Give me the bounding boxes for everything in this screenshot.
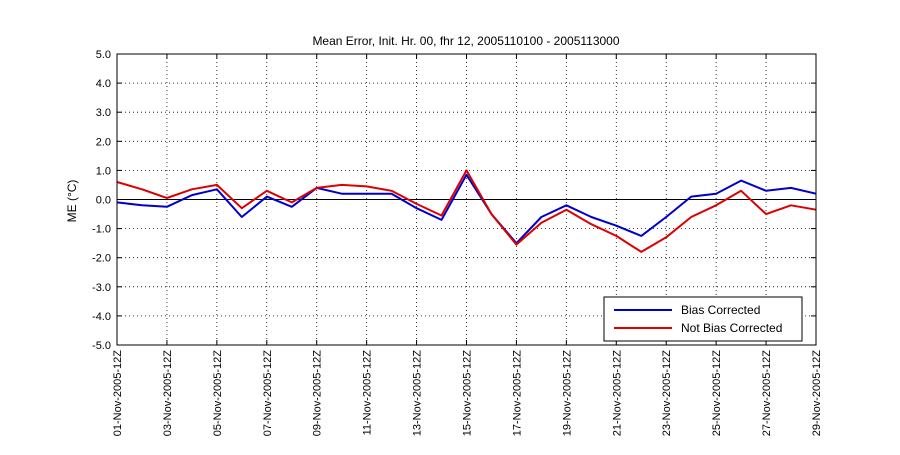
x-tick-label: 19-Nov-2005-12Z [561, 350, 573, 436]
x-tick-label: 13-Nov-2005-12Z [412, 350, 424, 436]
y-tick-label: -4.0 [92, 311, 111, 323]
x-tick-label: 03-Nov-2005-12Z [162, 350, 174, 436]
x-tick-label: 01-Nov-2005-12Z [112, 350, 124, 436]
grid [117, 54, 816, 345]
series-line-not-bias-corrected [116, 169, 817, 253]
legend: Bias Corrected Not Bias Corrected [603, 296, 803, 342]
x-tick-label: 25-Nov-2005-12Z [711, 350, 723, 436]
legend-label: Bias Corrected [681, 303, 760, 317]
series-lines [116, 169, 817, 253]
y-tick-label: 0.0 [96, 195, 111, 207]
x-tick-label: 23-Nov-2005-12Z [661, 350, 673, 436]
y-tick-label: 1.0 [96, 165, 111, 177]
y-tick-label: 3.0 [96, 107, 111, 119]
y-tick-label: -1.0 [92, 224, 111, 236]
y-axis-ticks: -5.0 -4.0 -3.0 -2.0 -1.0 0.0 1.0 2.0 3.0 4.0 5.0 [92, 49, 816, 352]
legend-box [603, 296, 803, 342]
x-tick-label: 17-Nov-2005-12Z [511, 350, 523, 436]
x-tick-label: 11-Nov-2005-12Z [362, 350, 374, 436]
y-tick-label: -3.0 [92, 282, 111, 294]
x-tick-label: 21-Nov-2005-12Z [611, 350, 623, 436]
x-tick-label: 05-Nov-2005-12Z [212, 350, 224, 436]
y-tick-label: -5.0 [92, 340, 111, 352]
y-tick-label: 2.0 [96, 136, 111, 148]
x-tick-label: 07-Nov-2005-12Z [262, 350, 274, 436]
x-tick-label: 29-Nov-2005-12Z [811, 350, 823, 436]
y-tick-label: 5.0 [96, 49, 111, 61]
y-tick-label: -2.0 [92, 253, 111, 265]
x-tick-label: 27-Nov-2005-12Z [761, 350, 773, 436]
chart-title: Mean Error, Init. Hr. 00, fhr 12, 200511… [312, 34, 619, 48]
y-axis-label: ME (°C) [65, 180, 79, 223]
x-axis-ticks: 01-Nov-2005-12Z 03-Nov-2005-12Z 05-Nov-200… [112, 54, 823, 436]
x-tick-label: 15-Nov-2005-12Z [462, 350, 474, 436]
x-tick-label: 09-Nov-2005-12Z [312, 350, 324, 436]
series-line-bias-corrected [116, 173, 817, 245]
y-tick-label: 4.0 [96, 78, 111, 90]
legend-label: Not Bias Corrected [681, 321, 782, 335]
